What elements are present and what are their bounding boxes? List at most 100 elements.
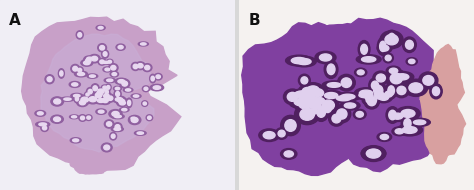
Ellipse shape (301, 94, 317, 100)
Ellipse shape (81, 116, 84, 120)
Ellipse shape (141, 43, 146, 45)
Ellipse shape (99, 60, 112, 64)
Ellipse shape (86, 93, 89, 96)
Ellipse shape (358, 41, 370, 58)
Ellipse shape (75, 97, 79, 101)
Ellipse shape (390, 73, 402, 84)
Ellipse shape (332, 114, 341, 123)
Ellipse shape (138, 42, 148, 46)
Ellipse shape (103, 67, 112, 72)
Ellipse shape (299, 100, 312, 109)
Ellipse shape (302, 83, 324, 98)
Ellipse shape (328, 111, 344, 126)
Ellipse shape (300, 108, 314, 120)
Ellipse shape (77, 99, 88, 107)
Ellipse shape (386, 107, 399, 123)
Ellipse shape (402, 127, 417, 133)
Ellipse shape (297, 59, 311, 65)
Ellipse shape (406, 58, 417, 65)
Ellipse shape (51, 97, 64, 106)
Ellipse shape (64, 98, 71, 100)
Text: A: A (9, 13, 21, 28)
Ellipse shape (119, 79, 130, 88)
Ellipse shape (344, 103, 356, 108)
Ellipse shape (331, 94, 356, 103)
Ellipse shape (362, 95, 381, 106)
Ellipse shape (89, 97, 97, 102)
Ellipse shape (380, 41, 386, 51)
Ellipse shape (35, 111, 46, 116)
Ellipse shape (131, 117, 138, 123)
Ellipse shape (114, 128, 120, 130)
Ellipse shape (359, 90, 373, 96)
Ellipse shape (283, 89, 301, 105)
Ellipse shape (73, 94, 80, 97)
Ellipse shape (386, 69, 407, 88)
Ellipse shape (305, 98, 319, 107)
Ellipse shape (150, 74, 156, 83)
Ellipse shape (307, 86, 319, 95)
Ellipse shape (116, 98, 128, 104)
Ellipse shape (95, 93, 102, 98)
Ellipse shape (385, 34, 398, 45)
Ellipse shape (41, 124, 48, 131)
Ellipse shape (61, 97, 74, 101)
Ellipse shape (105, 90, 109, 94)
Ellipse shape (386, 66, 401, 75)
Ellipse shape (397, 124, 422, 136)
Ellipse shape (307, 95, 324, 115)
Ellipse shape (78, 95, 91, 104)
Ellipse shape (322, 100, 334, 110)
Ellipse shape (315, 51, 336, 64)
Ellipse shape (356, 55, 381, 64)
Polygon shape (317, 18, 444, 172)
Ellipse shape (325, 93, 338, 99)
Text: B: B (249, 13, 260, 28)
Ellipse shape (37, 112, 43, 115)
Ellipse shape (115, 87, 119, 90)
Ellipse shape (102, 98, 109, 103)
Ellipse shape (289, 96, 314, 109)
Ellipse shape (395, 129, 404, 134)
Ellipse shape (291, 90, 307, 100)
Ellipse shape (113, 123, 122, 131)
Polygon shape (302, 24, 383, 64)
Ellipse shape (377, 133, 392, 141)
Ellipse shape (71, 64, 80, 73)
Ellipse shape (58, 69, 64, 78)
Ellipse shape (385, 91, 392, 97)
Ellipse shape (43, 126, 46, 130)
Ellipse shape (361, 146, 386, 161)
Ellipse shape (73, 66, 78, 71)
Ellipse shape (85, 59, 91, 63)
Ellipse shape (369, 78, 381, 93)
Ellipse shape (361, 44, 367, 54)
Ellipse shape (300, 107, 323, 116)
Ellipse shape (294, 92, 318, 102)
Ellipse shape (365, 93, 373, 101)
Polygon shape (420, 44, 465, 164)
Ellipse shape (294, 97, 317, 112)
Ellipse shape (361, 147, 386, 160)
Ellipse shape (319, 54, 331, 61)
Ellipse shape (402, 37, 416, 52)
Ellipse shape (119, 101, 126, 105)
Ellipse shape (156, 75, 160, 78)
Ellipse shape (311, 89, 324, 97)
Ellipse shape (83, 57, 93, 65)
Ellipse shape (100, 96, 111, 104)
Ellipse shape (362, 57, 376, 62)
Ellipse shape (143, 64, 152, 72)
Ellipse shape (95, 88, 109, 92)
Ellipse shape (147, 116, 151, 119)
Ellipse shape (357, 70, 364, 75)
Ellipse shape (432, 87, 439, 96)
Ellipse shape (98, 92, 101, 96)
Polygon shape (41, 34, 154, 152)
Ellipse shape (281, 149, 297, 159)
Ellipse shape (305, 87, 321, 95)
Ellipse shape (104, 120, 114, 128)
Ellipse shape (98, 26, 103, 29)
Ellipse shape (87, 74, 98, 78)
Ellipse shape (409, 83, 423, 93)
